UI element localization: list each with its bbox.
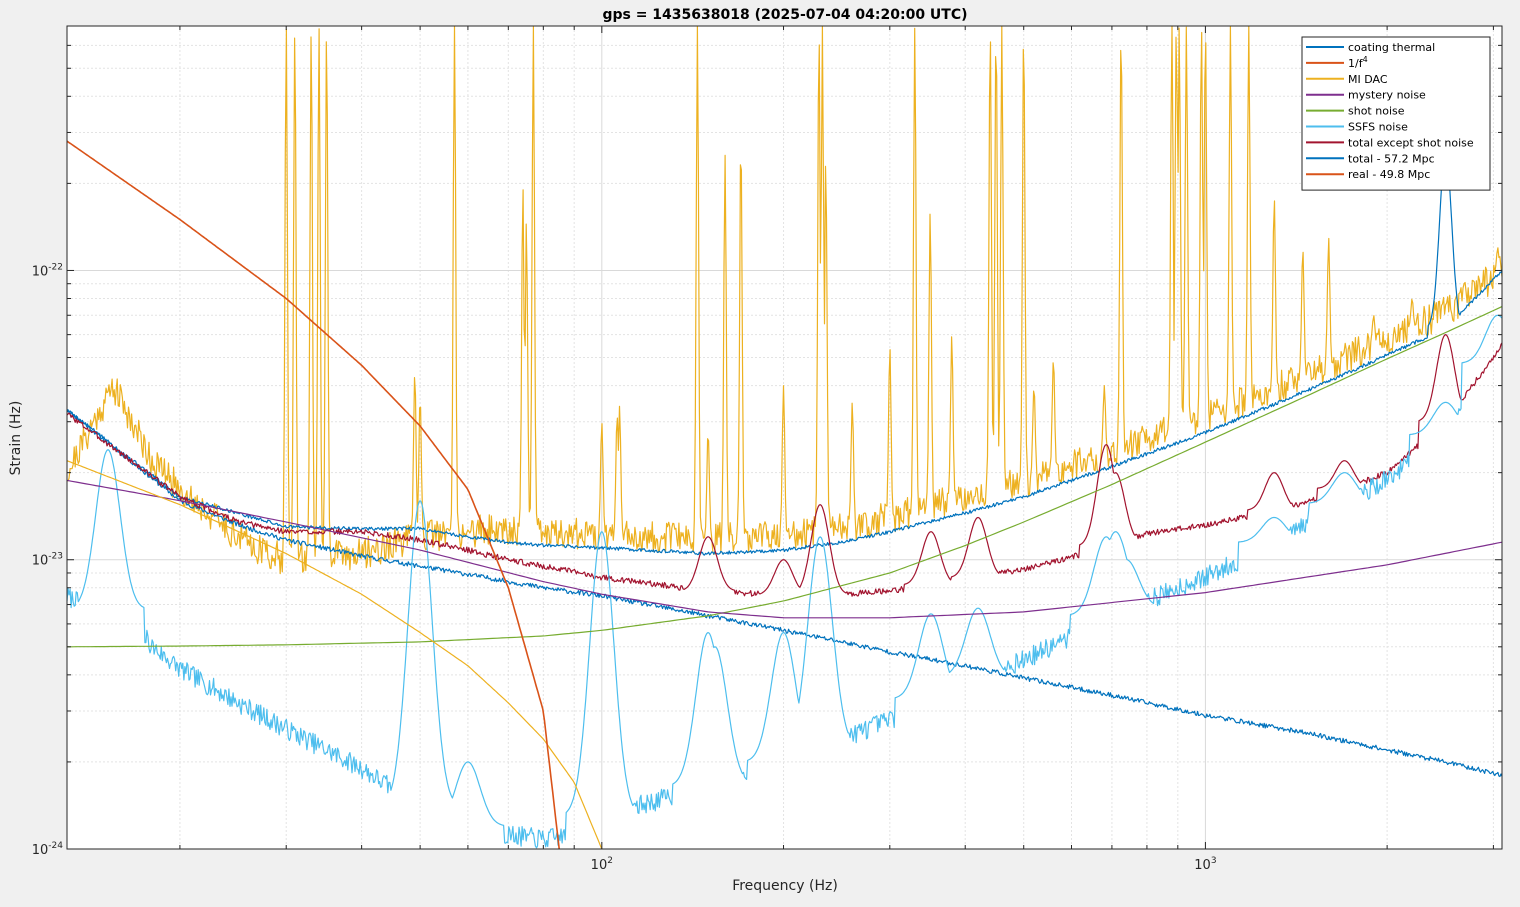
- legend-item[interactable]: total except shot noise: [1306, 136, 1474, 149]
- legend-label: coating thermal: [1348, 41, 1435, 54]
- y-tick-label: 10-23: [32, 552, 63, 569]
- legend-label: total - 57.2 Mpc: [1348, 152, 1435, 165]
- legend-item[interactable]: MI DAC: [1306, 73, 1388, 86]
- series-line-mi-dac: [67, 460, 603, 849]
- legend-item[interactable]: total - 57.2 Mpc: [1306, 152, 1435, 165]
- legend-item[interactable]: real - 49.8 Mpc: [1306, 168, 1430, 181]
- y-axis-label: Strain (Hz): [8, 401, 24, 476]
- legend-label: real - 49.8 Mpc: [1348, 168, 1430, 181]
- legend-label: total except shot noise: [1348, 136, 1474, 149]
- legend-item[interactable]: 1/f4: [1306, 55, 1368, 70]
- legend-item[interactable]: shot noise: [1306, 105, 1405, 118]
- chart-title: gps = 1435638018 (2025-07-04 04:20:00 UT…: [602, 7, 967, 23]
- series-line-coating-thermal: [67, 410, 1502, 778]
- x-tick-label: 102: [591, 856, 613, 873]
- legend-label: SSFS noise: [1348, 121, 1408, 134]
- series-line-real-49-8-mpc: [67, 26, 1502, 575]
- legend-item[interactable]: SSFS noise: [1306, 121, 1408, 134]
- x-tick-label: 103: [1194, 856, 1216, 873]
- tick-labels: 102 103 10-24 10-23 10-22: [32, 262, 1217, 873]
- series-line-ssfs-noise: [67, 314, 1502, 849]
- legend-label: 1/f4: [1348, 55, 1368, 70]
- y-tick-label: 10-22: [32, 262, 63, 279]
- series-line-shot-noise: [67, 306, 1502, 648]
- x-axis-label: Frequency (Hz): [732, 878, 838, 894]
- legend-label: MI DAC: [1348, 73, 1388, 86]
- axes-frame: [66, 25, 1503, 850]
- series-line-mystery-noise: [67, 479, 1502, 619]
- y-tick-label: 10-24: [32, 841, 64, 858]
- series-layer: [67, 26, 1502, 849]
- legend-label: shot noise: [1348, 105, 1405, 118]
- series-line-total-except-shot-noise: [67, 334, 1502, 597]
- legend-item[interactable]: coating thermal: [1306, 41, 1435, 54]
- legend-item[interactable]: mystery noise: [1306, 89, 1426, 102]
- legend-label: mystery noise: [1348, 89, 1426, 102]
- series-line-1-f: [67, 140, 560, 849]
- ticks: [67, 25, 1502, 850]
